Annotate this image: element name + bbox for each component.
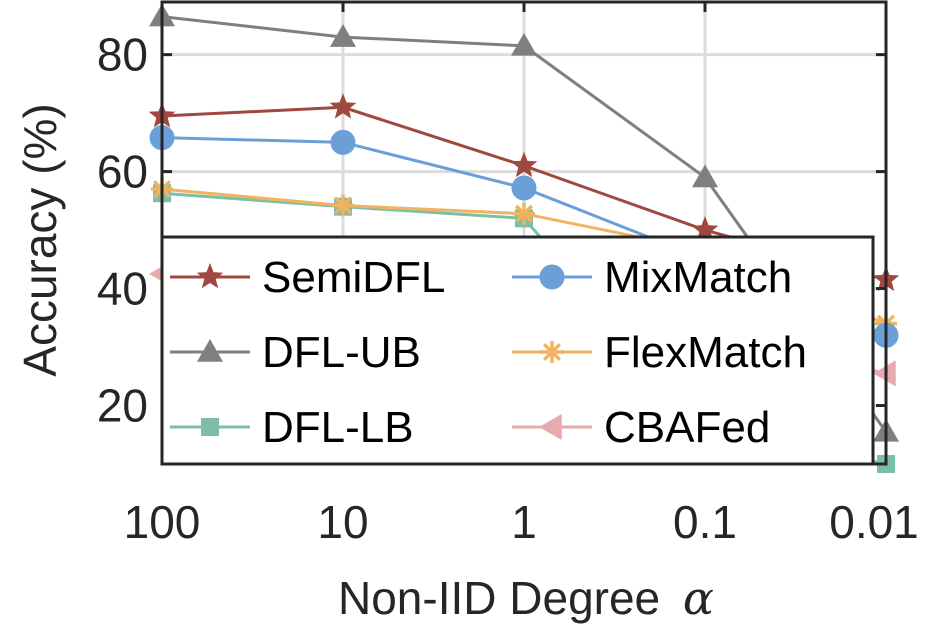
y-tick-label: 80	[97, 29, 148, 81]
star-marker	[691, 216, 719, 242]
legend-item: DFL-UB	[170, 328, 421, 377]
circle-marker	[330, 129, 356, 155]
axis-ticks: 20 40 60 80 100 10 1 0.1 0.01	[97, 2, 919, 548]
asterisk-marker	[332, 194, 354, 217]
triangle-marker	[511, 32, 537, 56]
asterisk-marker	[513, 202, 535, 225]
star-marker	[196, 263, 224, 289]
legend-item: CBAFed	[512, 403, 770, 452]
x-tick-label: 100	[124, 496, 201, 548]
x-tick-label: 0.1	[673, 496, 737, 548]
legend-label: MixMatch	[604, 253, 792, 302]
legend-label: FlexMatch	[604, 328, 807, 377]
triangle-marker	[330, 24, 356, 47]
triangle-left-marker	[873, 360, 896, 387]
x-axis-title-text: Non-IID Degree	[338, 572, 660, 624]
circle-marker	[539, 264, 565, 290]
legend-label: DFL-UB	[262, 328, 421, 377]
triangle-left-marker	[539, 414, 562, 440]
x-tick-label: 0.01	[829, 496, 919, 548]
legend-item: FlexMatch	[512, 328, 807, 377]
legend-label: DFL-LB	[262, 403, 414, 452]
legend-label: SemiDFL	[262, 253, 445, 302]
star-marker	[510, 151, 538, 178]
y-tick-label: 60	[97, 146, 148, 198]
x-tick-label: 10	[317, 496, 368, 548]
x-tick-label: 1	[511, 496, 537, 548]
y-tick-label: 40	[97, 263, 148, 315]
triangle-marker	[197, 339, 223, 362]
legend-item: DFL-LB	[170, 403, 414, 452]
legend-label: CBAFed	[604, 403, 770, 452]
circle-marker	[511, 175, 537, 201]
x-axis-title-symbol: α	[683, 571, 714, 625]
y-axis-title: Accuracy (%)	[14, 103, 66, 376]
asterisk-marker	[541, 341, 563, 363]
legend-item: SemiDFL	[170, 253, 445, 302]
square-marker	[201, 418, 219, 436]
star-marker	[329, 93, 357, 119]
x-axis-title: Non-IID Degree α	[338, 571, 714, 625]
legend-item: MixMatch	[512, 253, 792, 302]
triangle-marker	[692, 164, 718, 188]
y-tick-label: 20	[97, 380, 148, 432]
legend: SemiDFL MixMatch DFL-UB FlexMatch DFL-LB CBAF…	[160, 235, 875, 466]
